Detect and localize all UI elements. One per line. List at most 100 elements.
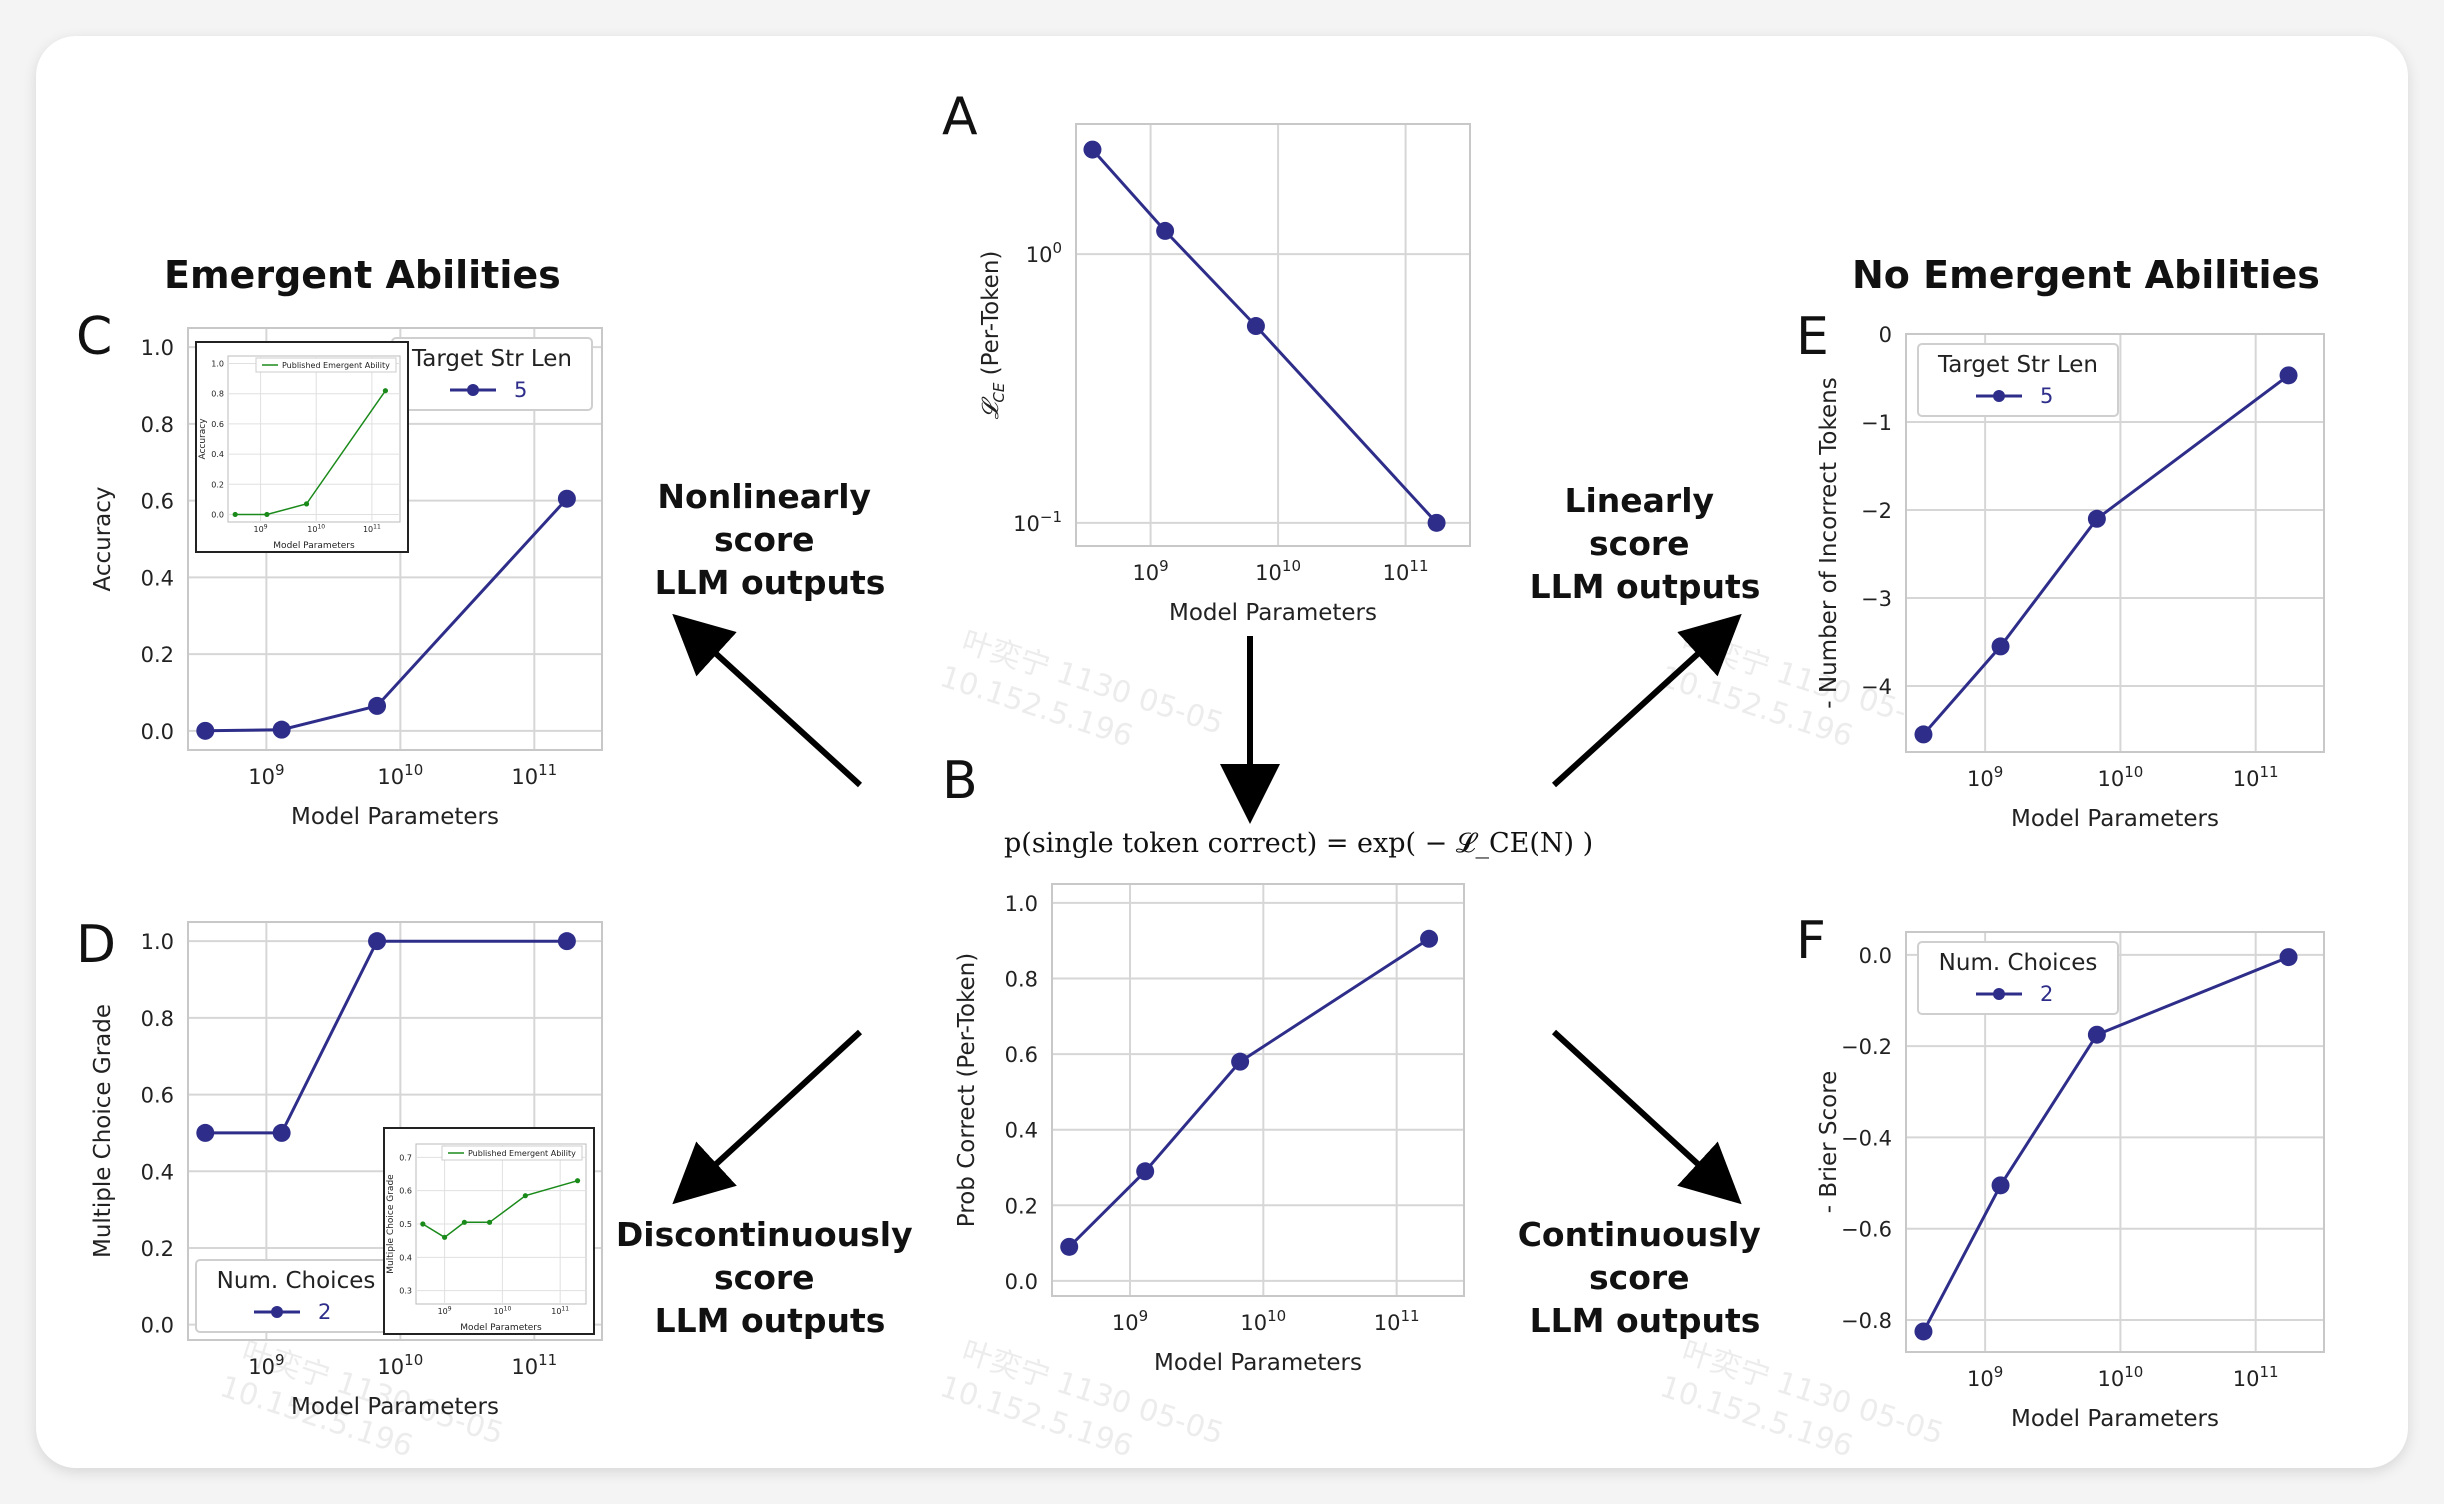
inset-x-tick-label-exp: 9	[448, 1305, 452, 1312]
plot-frame	[187, 921, 603, 1341]
data-point	[1136, 1162, 1155, 1181]
x-tick-label-exp: 11	[2259, 763, 2278, 781]
y-tick-label: −4	[1861, 675, 1892, 699]
inset-series-line	[235, 390, 387, 516]
inset-y-tick-label: 0.4	[399, 1253, 412, 1262]
inset-y-tick-label: 0.5	[399, 1220, 412, 1229]
y-axis-label: 𝓛CE (Per-Token)	[978, 251, 1008, 420]
x-tick-label-base: 10	[1383, 561, 1410, 585]
inset-y-tick-label: 0.6	[399, 1187, 412, 1196]
inset-y-tick-label: 0.4	[211, 450, 224, 459]
inset-y-tick-label: 0.6	[211, 420, 224, 429]
formula-b: p(single token correct) = exp( − 𝓛_CE(N)…	[1004, 828, 1593, 859]
data-point	[1083, 140, 1102, 159]
arrow-to-c	[672, 613, 863, 788]
inset-legend-label: Published Emergent Ability	[468, 1149, 576, 1158]
inset-y-axis-label: Accuracy	[198, 418, 208, 460]
inset-legend-box	[255, 357, 397, 373]
inset-x-tick-label-base: 10	[551, 1307, 561, 1316]
x-tick-label: 109	[1112, 1307, 1148, 1335]
legend: Num. Choices 2	[195, 1259, 397, 1333]
x-tick-label-exp: 9	[275, 761, 285, 779]
x-tick-label-base: 10	[1374, 1311, 1401, 1335]
label-nonlinearly-line-1: Nonlinearly	[657, 477, 871, 516]
x-tick-label-base: 10	[511, 1355, 538, 1379]
y-tick-label: 0	[1879, 323, 1892, 347]
label-continuously-line-2: score	[1589, 1258, 1690, 1297]
x-tick-label-base: 10	[2097, 767, 2124, 791]
x-tick-label: 1010	[1240, 1307, 1286, 1335]
inset-data-point	[420, 1221, 426, 1227]
data-point	[1427, 513, 1446, 532]
y-tick-label: 0.2	[1005, 1194, 1038, 1218]
legend-title: Target Str Len	[1937, 352, 2098, 378]
data-point	[1991, 637, 2010, 656]
data-point	[1060, 1237, 1079, 1256]
legend-marker	[1993, 390, 2005, 402]
arrow-to-e	[1551, 613, 1742, 788]
y-tick-label: 0.6	[1005, 1043, 1038, 1067]
x-axis-label: Model Parameters	[291, 1394, 499, 1420]
inset-data-point	[264, 511, 270, 518]
inset-x-tick-label-base: 10	[307, 525, 317, 534]
x-tick-label: 1011	[1374, 1307, 1420, 1335]
y-tick-label: −3	[1861, 587, 1892, 611]
arrow-to-d	[672, 1029, 863, 1205]
inset-y-tick-label: 1.0	[211, 360, 224, 369]
inset-legend-label: Published Emergent Ability	[282, 361, 390, 370]
label-linearly-line-3: LLM outputs	[1530, 567, 1761, 606]
series-line	[205, 497, 569, 733]
x-tick-label-base: 10	[2097, 1367, 2124, 1391]
x-tick-label: 1010	[2097, 1363, 2143, 1391]
inset-x-tick-label-exp: 10	[504, 1305, 512, 1312]
y-tick-label: −0.6	[1841, 1218, 1892, 1242]
inset-x-tick-label: 1010	[493, 1305, 511, 1316]
x-tick-label: 1010	[377, 1351, 423, 1379]
plot-area-a	[1076, 124, 1470, 546]
x-tick-label-base: 10	[248, 1355, 275, 1379]
label-continuously: Continuously score LLM outputs	[1518, 1215, 1773, 1340]
x-axis-label: Model Parameters	[2011, 806, 2219, 832]
y-tick-label: 0.8	[1005, 967, 1038, 991]
inset-x-tick-label-base: 10	[254, 525, 264, 534]
plot-area-b	[1052, 884, 1464, 1296]
legend: Target Str Len 5	[391, 337, 593, 411]
label-continuously-line-1: Continuously	[1518, 1215, 1761, 1254]
y-axis-label: Prob Correct (Per-Token)	[954, 953, 980, 1227]
x-tick-label-exp: 9	[1159, 557, 1169, 575]
x-tick-label-base: 10	[377, 1355, 404, 1379]
legend-value: 5	[2040, 384, 2053, 408]
inset-data-point	[303, 501, 310, 507]
data-point	[2087, 1025, 2106, 1044]
panel-letter-d: D	[76, 915, 116, 975]
panel-letter-a: A	[942, 87, 978, 147]
inset-y-tick-label: 0.3	[399, 1287, 412, 1296]
label-nonlinearly-line-3: LLM outputs	[655, 563, 886, 602]
x-tick-label: 1010	[377, 761, 423, 789]
inset-data-point	[522, 1193, 528, 1199]
legend-title: Num. Choices	[1939, 950, 2098, 976]
label-continuously-line-3: LLM outputs	[1530, 1301, 1761, 1340]
x-tick-label-exp: 10	[404, 761, 423, 779]
y-tick-label: 0.0	[141, 720, 174, 744]
inset-x-tick-label-base: 10	[438, 1307, 448, 1316]
inset-y-tick-label: 0.2	[211, 480, 224, 489]
inset-plot-frame	[227, 355, 401, 523]
heading-no-emergent-abilities: No Emergent Abilities	[1852, 253, 2320, 297]
legend: Target Str Len 5	[1917, 343, 2119, 417]
y-tick-label: 0.8	[141, 1007, 174, 1031]
x-tick-label-exp: 10	[2124, 763, 2143, 781]
inset-x-tick-label-base: 10	[493, 1307, 503, 1316]
x-axis-label: Model Parameters	[1154, 1350, 1362, 1376]
plot-frame	[1905, 931, 2325, 1353]
data-point	[196, 1123, 215, 1142]
x-tick-label-exp: 10	[1267, 1307, 1286, 1325]
y-tick-label: 0.0	[1859, 944, 1892, 968]
x-tick-label-base: 10	[2233, 1367, 2260, 1391]
x-tick-label: 1010	[2097, 763, 2143, 791]
legend-marker	[1993, 988, 2005, 1000]
